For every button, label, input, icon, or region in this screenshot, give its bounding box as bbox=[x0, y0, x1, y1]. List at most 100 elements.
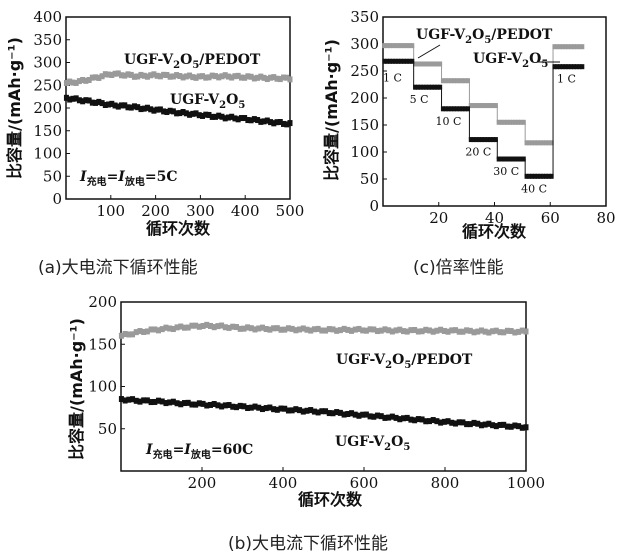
data-point bbox=[337, 409, 343, 416]
data-point bbox=[204, 402, 210, 409]
data-point bbox=[408, 327, 414, 334]
data-point bbox=[396, 58, 401, 64]
data-point bbox=[438, 326, 444, 333]
caption-a: (a)大电流下循环性能 bbox=[38, 258, 198, 278]
data-point bbox=[237, 402, 243, 409]
data-point bbox=[466, 106, 471, 112]
data-point bbox=[410, 58, 415, 64]
data-point bbox=[510, 119, 515, 125]
data-point bbox=[460, 106, 465, 112]
data-point bbox=[549, 173, 554, 179]
data-point bbox=[157, 73, 163, 80]
data-point bbox=[219, 113, 225, 120]
x-tick-label: 20 bbox=[429, 209, 448, 227]
data-point bbox=[174, 324, 180, 331]
data-point bbox=[438, 61, 443, 67]
data-point bbox=[541, 140, 546, 146]
x-tick-label: 400 bbox=[231, 202, 260, 220]
data-point bbox=[80, 76, 86, 83]
data-point bbox=[471, 419, 477, 426]
data-point bbox=[271, 406, 277, 413]
data-point bbox=[86, 76, 92, 83]
data-point bbox=[412, 417, 418, 424]
y-tick-label: 50 bbox=[360, 170, 379, 188]
x-axis-label-c: 循环次数 bbox=[462, 222, 527, 241]
data-point bbox=[76, 97, 82, 104]
data-point bbox=[242, 74, 248, 81]
data-point bbox=[457, 106, 462, 112]
data-point bbox=[404, 58, 409, 64]
data-point bbox=[532, 173, 537, 179]
data-point bbox=[112, 102, 118, 109]
rate-label: 40 C bbox=[521, 182, 547, 195]
data-point bbox=[163, 400, 169, 407]
data-point bbox=[345, 326, 351, 333]
data-point bbox=[245, 405, 251, 412]
data-point bbox=[185, 324, 191, 331]
y-axis-label-b: 比容量/(mAh·g⁻¹) bbox=[67, 318, 86, 460]
data-point bbox=[226, 324, 232, 331]
data-point bbox=[415, 328, 421, 335]
data-point bbox=[399, 58, 404, 64]
data-point bbox=[271, 74, 277, 81]
data-point bbox=[67, 96, 73, 103]
data-point bbox=[261, 118, 267, 125]
data-point bbox=[293, 406, 299, 413]
data-point bbox=[555, 44, 560, 50]
data-point bbox=[135, 73, 141, 80]
data-point bbox=[164, 71, 170, 78]
data-point bbox=[232, 73, 238, 80]
data-point bbox=[426, 84, 431, 90]
data-point bbox=[499, 156, 504, 162]
y-axis-label-a: 比容量/(mAh·g⁻¹) bbox=[5, 37, 24, 179]
data-point bbox=[200, 400, 206, 407]
data-point bbox=[443, 78, 448, 84]
data-point bbox=[141, 105, 147, 112]
data-point bbox=[482, 137, 487, 143]
data-point bbox=[115, 103, 121, 110]
x-axis-label-a: 循环次数 bbox=[146, 219, 211, 238]
data-point bbox=[468, 103, 473, 109]
data-point bbox=[226, 402, 232, 409]
data-point bbox=[152, 398, 158, 405]
data-point bbox=[180, 108, 186, 115]
data-point bbox=[164, 109, 170, 116]
data-point bbox=[99, 100, 105, 107]
data-point bbox=[401, 328, 407, 335]
data-point bbox=[174, 72, 180, 79]
data-point bbox=[521, 119, 526, 125]
data-point bbox=[421, 84, 426, 90]
data-point bbox=[566, 64, 571, 70]
data-point bbox=[215, 402, 221, 409]
data-point bbox=[242, 115, 248, 122]
data-point bbox=[452, 106, 457, 112]
data-point bbox=[449, 106, 454, 112]
data-point bbox=[248, 117, 254, 124]
data-point bbox=[148, 326, 154, 333]
x-tick-label: 60 bbox=[541, 209, 560, 227]
data-point bbox=[464, 327, 470, 334]
data-point bbox=[505, 119, 510, 125]
data-point bbox=[363, 327, 369, 334]
data-point bbox=[207, 322, 213, 329]
ticks-a: 100 200 300 400 500 0 50 100 150 200 250 300 350 400 bbox=[33, 8, 304, 220]
chart-c: 20 40 60 80 0 50 100 150 200 250 300 350 1 C 5 C 10 C… bbox=[322, 8, 616, 278]
data-point bbox=[252, 403, 258, 410]
data-point bbox=[128, 71, 134, 78]
data-point bbox=[418, 61, 423, 67]
data-point bbox=[203, 111, 209, 118]
condition-label-b: I充电=I放电=60C bbox=[145, 442, 253, 461]
data-point bbox=[474, 103, 479, 109]
data-point bbox=[390, 58, 395, 64]
data-point bbox=[109, 100, 115, 107]
data-point bbox=[219, 403, 225, 410]
data-point bbox=[274, 75, 280, 82]
x-tick-label: 800 bbox=[431, 474, 460, 492]
data-point bbox=[356, 412, 362, 419]
data-point bbox=[268, 74, 274, 81]
data-point bbox=[535, 173, 540, 179]
data-point bbox=[438, 419, 444, 426]
data-point bbox=[460, 78, 465, 84]
data-point bbox=[141, 328, 147, 335]
data-point bbox=[490, 422, 496, 429]
